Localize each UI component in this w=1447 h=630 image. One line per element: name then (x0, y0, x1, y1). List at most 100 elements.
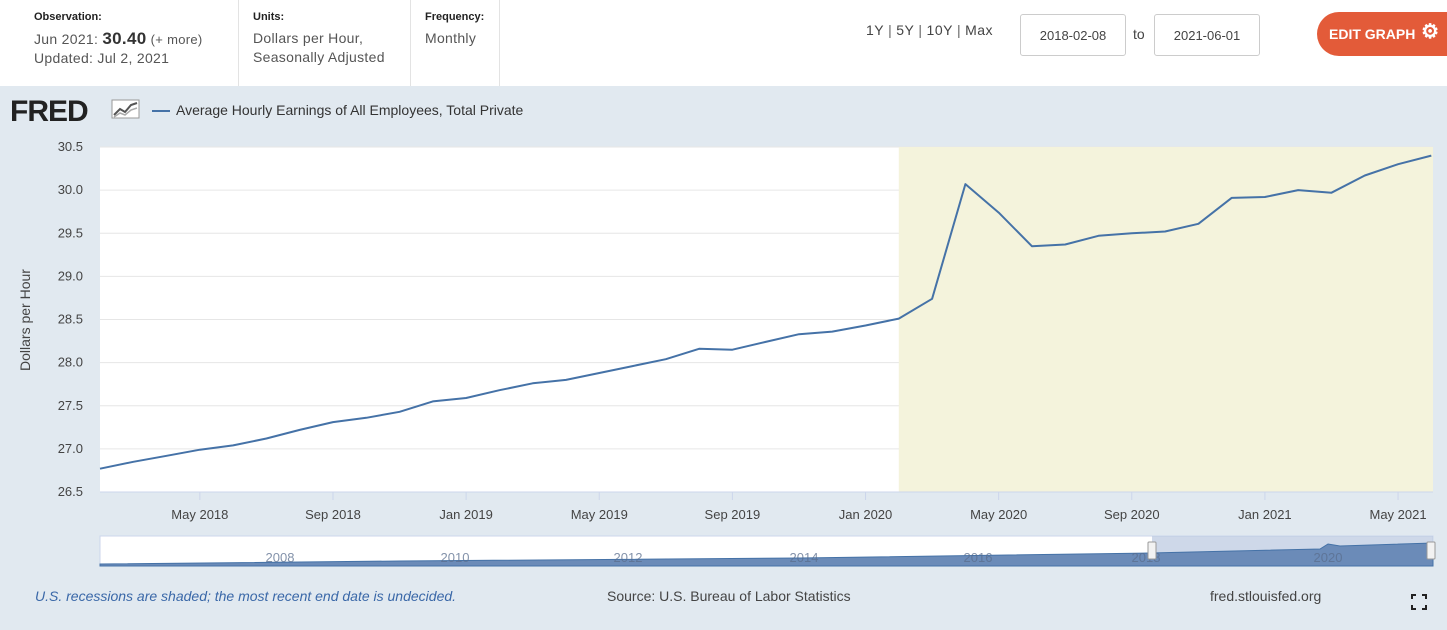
range-max-link[interactable]: Max (965, 22, 994, 38)
data-point (397, 409, 402, 414)
data-point (497, 388, 502, 393)
y-tick-label: 30.5 (58, 139, 83, 154)
navigator-year-label: 2010 (441, 550, 470, 565)
navigator-year-label: 2014 (790, 550, 819, 565)
data-point (830, 329, 835, 334)
y-tick-label: 26.5 (58, 484, 83, 499)
observation-line: Jun 2021: 30.40 (+ more) (34, 29, 224, 49)
end-date-input[interactable] (1154, 14, 1260, 56)
fullscreen-icon[interactable] (1411, 594, 1427, 610)
legend-series-name[interactable]: Average Hourly Earnings of All Employees… (176, 102, 524, 118)
data-point (231, 443, 236, 448)
x-tick-label: May 2019 (571, 507, 628, 522)
data-point (1196, 221, 1201, 226)
units-label: Units: (253, 11, 285, 23)
x-tick-label: May 2021 (1370, 507, 1427, 522)
header-bar: Observation: Jun 2021: 30.40 (+ more) Up… (0, 0, 1447, 86)
y-tick-label: 28.0 (58, 355, 83, 370)
range-separator: | (956, 22, 962, 38)
data-point (963, 182, 968, 187)
x-tick-label: Sep 2020 (1104, 507, 1160, 522)
data-point (763, 339, 768, 344)
data-point (131, 459, 136, 464)
data-point (863, 323, 868, 328)
frequency-label: Frequency: (425, 11, 485, 23)
range-5y-link[interactable]: 5Y (896, 22, 915, 38)
x-tick-label: May 2018 (171, 507, 228, 522)
data-point (1329, 190, 1334, 195)
series-line (99, 154, 1432, 470)
frequency-value: Monthly (425, 30, 477, 46)
y-tick-label: 27.0 (58, 441, 83, 456)
y-tick-label: 27.5 (58, 398, 83, 413)
y-tick-label: 30.0 (58, 182, 83, 197)
units-line-2: Seasonally Adjusted (253, 49, 385, 65)
updated-date: Updated: Jul 2, 2021 (34, 50, 170, 66)
range-10y-link[interactable]: 10Y (926, 22, 953, 38)
data-point (1396, 162, 1401, 167)
y-axis-title: Dollars per Hour (17, 269, 33, 371)
to-label: to (1133, 26, 1145, 42)
frequency-block: Frequency: Monthly (411, 0, 500, 86)
data-point (930, 296, 935, 301)
data-point (197, 447, 202, 452)
navigator-year-label: 2016 (964, 550, 993, 565)
data-point (330, 420, 335, 425)
x-tick-label: Sep 2019 (705, 507, 761, 522)
y-tick-label: 28.5 (58, 312, 83, 327)
legend: Average Hourly Earnings of All Employees… (152, 102, 523, 118)
data-point (697, 346, 702, 351)
observation-more-link[interactable]: (+ more) (150, 32, 203, 47)
edit-graph-button[interactable]: EDIT GRAPH ⚙ (1317, 12, 1447, 56)
start-date-input[interactable] (1020, 14, 1126, 56)
edit-graph-label: EDIT GRAPH (1329, 26, 1416, 42)
site-link[interactable]: fred.stlouisfed.org (1210, 588, 1322, 604)
data-point (364, 415, 369, 420)
x-tick-label: Sep 2018 (305, 507, 361, 522)
range-selector: 1Y | 5Y | 10Y | Max (866, 22, 993, 38)
observation-date: Jun 2021: (34, 31, 99, 47)
data-point (597, 370, 602, 375)
data-point (1129, 231, 1134, 236)
data-point (430, 399, 435, 404)
y-tick-label: 29.0 (58, 268, 83, 283)
data-point (530, 381, 535, 386)
data-point (1362, 173, 1367, 178)
data-point (896, 316, 901, 321)
graph-panel: 26.5 27.0 27.5 28.0 28.5 29.0 29.5 30.0 30.5 May… (0, 86, 1447, 630)
y-tick-label: 29.5 (58, 225, 83, 240)
navigator-year-label: 2008 (266, 550, 295, 565)
data-point (1163, 229, 1168, 234)
navigator-left-handle[interactable] (1147, 541, 1157, 560)
data-point (264, 436, 269, 441)
data-point (1096, 233, 1101, 238)
fred-chart-icon (111, 99, 140, 119)
data-point (1429, 153, 1434, 158)
x-tick-label: Jan 2019 (439, 507, 493, 522)
navigator-year-label: 2020 (1314, 550, 1343, 565)
fred-logo[interactable]: FRED (10, 95, 89, 128)
data-point (630, 364, 635, 369)
source-text: Source: U.S. Bureau of Labor Statistics (607, 588, 851, 604)
recession-note: U.S. recessions are shaded; the most rec… (35, 588, 457, 604)
units-block: Units: Dollars per Hour, Seasonally Adju… (239, 0, 411, 86)
data-point (1229, 195, 1234, 200)
navigator-area (99, 542, 1434, 567)
data-point (464, 395, 469, 400)
data-point (1063, 242, 1068, 247)
x-tick-label: Jan 2021 (1238, 507, 1292, 522)
units-line-1: Dollars per Hour, (253, 30, 364, 46)
observation-label: Observation: (34, 11, 102, 23)
range-1y-link[interactable]: 1Y (866, 22, 885, 38)
range-separator: | (888, 22, 893, 38)
data-point (796, 332, 801, 337)
x-tick-label: Jan 2020 (839, 507, 893, 522)
data-point (164, 453, 169, 458)
navigator-year-label: 2012 (614, 550, 643, 565)
range-separator: | (918, 22, 923, 38)
recession-shade (898, 147, 1433, 492)
navigator-right-handle[interactable] (1426, 541, 1436, 560)
x-tick-label: May 2020 (970, 507, 1027, 522)
data-point (98, 466, 103, 471)
data-point (1296, 188, 1301, 193)
